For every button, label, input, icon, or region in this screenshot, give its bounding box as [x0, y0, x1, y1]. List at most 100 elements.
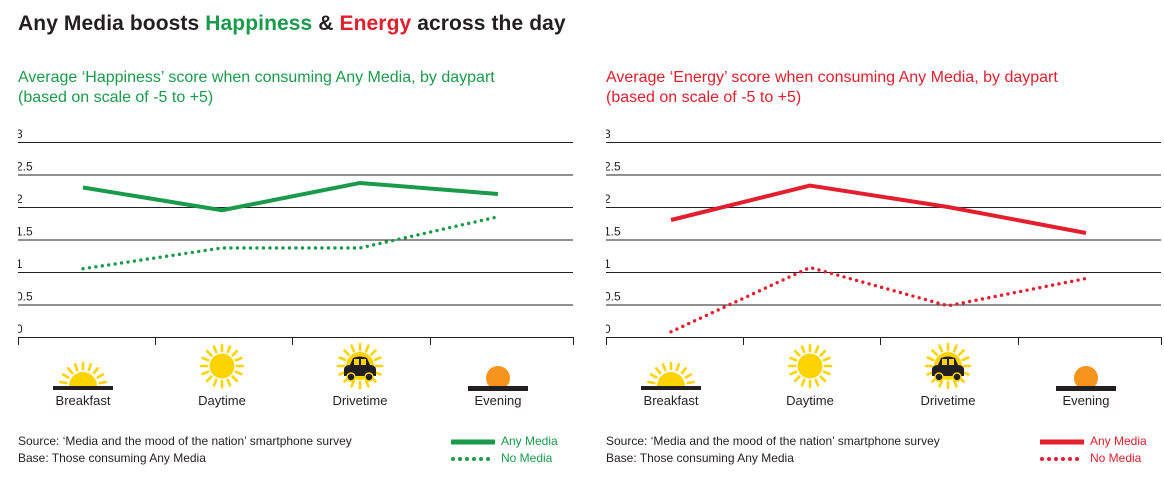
no-media-line — [669, 265, 1088, 334]
sun-ray — [814, 345, 820, 354]
horizon-line — [53, 386, 113, 390]
no-media-line — [81, 215, 500, 271]
car-window — [354, 359, 359, 365]
legend-dotted-swatch — [1040, 456, 1084, 461]
x-category-label: Daytime — [198, 393, 246, 408]
x-category-label: Breakfast — [56, 393, 111, 408]
title-joiner: & — [312, 12, 340, 35]
happiness-panel: Average ‘Happiness’ score when consuming… — [18, 0, 598, 479]
car-wheel — [346, 372, 356, 382]
legend-dotted-swatch — [451, 456, 495, 461]
sun-ray — [226, 345, 232, 354]
energy-title-line2: (based on scale of -5 to +5) — [606, 89, 802, 106]
sun-ray — [819, 349, 827, 357]
sun-ray — [654, 367, 662, 375]
legend-label: Any Media — [1090, 434, 1147, 448]
horizon-line — [468, 386, 528, 391]
happiness-legend-any-media: Any Media — [451, 433, 558, 450]
title-prefix: Any Media boosts — [18, 12, 206, 35]
sun-ray — [234, 370, 243, 376]
y-tick-label: 1.5 — [606, 225, 621, 239]
sun-ray — [350, 344, 356, 353]
y-tick-label: 3 — [606, 127, 611, 141]
sun-half — [69, 372, 97, 386]
y-tick-label: 3 — [18, 127, 23, 141]
sun-icon — [199, 343, 245, 389]
sun-ray — [958, 349, 965, 356]
x-category-label: Daytime — [786, 393, 834, 408]
sun-ray — [649, 373, 658, 379]
sun-ray — [226, 378, 232, 387]
legend-label: No Media — [501, 451, 553, 465]
happiness-chart-title: Average ‘Happiness’ score when consuming… — [18, 68, 495, 108]
y-tick-label: 0 — [18, 322, 23, 336]
sun-ray — [789, 370, 798, 376]
sun-ray — [373, 356, 382, 362]
sun-ray — [364, 379, 370, 388]
x-category-label: Evening — [475, 393, 522, 408]
happiness-source: Source: ‘Media and the mood of the natio… — [18, 434, 352, 448]
car-window — [942, 359, 947, 365]
sun-ray — [212, 345, 218, 354]
sunset-icon — [1056, 366, 1116, 391]
sunset-icon — [468, 366, 528, 391]
energy-footer: Source: ‘Media and the mood of the natio… — [606, 433, 940, 467]
car-wheel — [934, 372, 944, 382]
car-wheel — [952, 372, 962, 382]
sun-ray — [343, 349, 350, 356]
sun-ray — [201, 356, 210, 362]
sun-ray — [800, 345, 806, 354]
x-category-label: Drivetime — [921, 393, 976, 408]
sun-disc — [1074, 366, 1098, 390]
car-sun-icon — [924, 342, 972, 390]
x-category-label: Breakfast — [644, 393, 699, 408]
happiness-chart: 0 0.5 1 1.5 2 2.5 3 Breakfast Daytime Drivetime Ev… — [18, 127, 574, 408]
sun-disc — [486, 366, 510, 390]
energy-legend-any-media: Any Media — [1040, 433, 1147, 450]
sun-ray — [212, 378, 218, 387]
car-body — [932, 356, 964, 376]
sun-ray — [680, 367, 688, 375]
title-happiness: Happiness — [205, 12, 313, 35]
sun-ray — [338, 356, 347, 362]
sun-ray — [800, 378, 806, 387]
sun-ray — [98, 380, 107, 385]
y-tick-label: 1.5 — [18, 225, 33, 239]
sun-ray — [231, 375, 239, 383]
legend-label: No Media — [1090, 451, 1142, 465]
sun-ray — [59, 380, 68, 385]
y-tick-label: 0.5 — [18, 290, 33, 304]
sun-ray — [350, 379, 356, 388]
sunrise-icon — [53, 361, 113, 390]
sun-ray — [793, 349, 801, 357]
car-window — [361, 359, 366, 365]
x-category-label: Drivetime — [333, 393, 388, 408]
y-tick-label: 1 — [18, 257, 23, 271]
main-title: Any Media boosts Happiness & Energy acro… — [18, 12, 566, 36]
sun-ray — [952, 344, 958, 353]
energy-panel: Average ‘Energy’ score when consuming An… — [606, 0, 1164, 479]
any-media-line — [82, 180, 499, 213]
energy-base: Base: Those consuming Any Media — [606, 451, 794, 465]
energy-chart: 0 0.5 1 1.5 2 2.5 3 Breakfast Daytime Drivetime Ev… — [606, 127, 1162, 408]
sun-ray — [926, 356, 935, 362]
happiness-legend-no-media: No Media — [451, 450, 558, 467]
sun-ray — [73, 363, 79, 372]
sun-ray — [205, 375, 213, 383]
horizon-line — [641, 386, 701, 390]
title-suffix: across the day — [411, 12, 566, 35]
sun-disc — [797, 353, 823, 379]
legend-solid-swatch — [1040, 439, 1084, 444]
sun-ray — [938, 379, 944, 388]
sun-ray — [822, 370, 831, 376]
sun-ray — [61, 373, 70, 379]
y-tick-label: 2 — [606, 192, 611, 206]
sun-ray — [675, 363, 681, 372]
horizon-line — [1056, 386, 1116, 391]
sun-ray — [952, 379, 958, 388]
sun-ray — [205, 349, 213, 357]
y-tick-label: 2 — [18, 192, 23, 206]
sun-ray — [647, 380, 656, 385]
car-body — [344, 356, 376, 376]
happiness-footer: Source: ‘Media and the mood of the natio… — [18, 433, 352, 467]
